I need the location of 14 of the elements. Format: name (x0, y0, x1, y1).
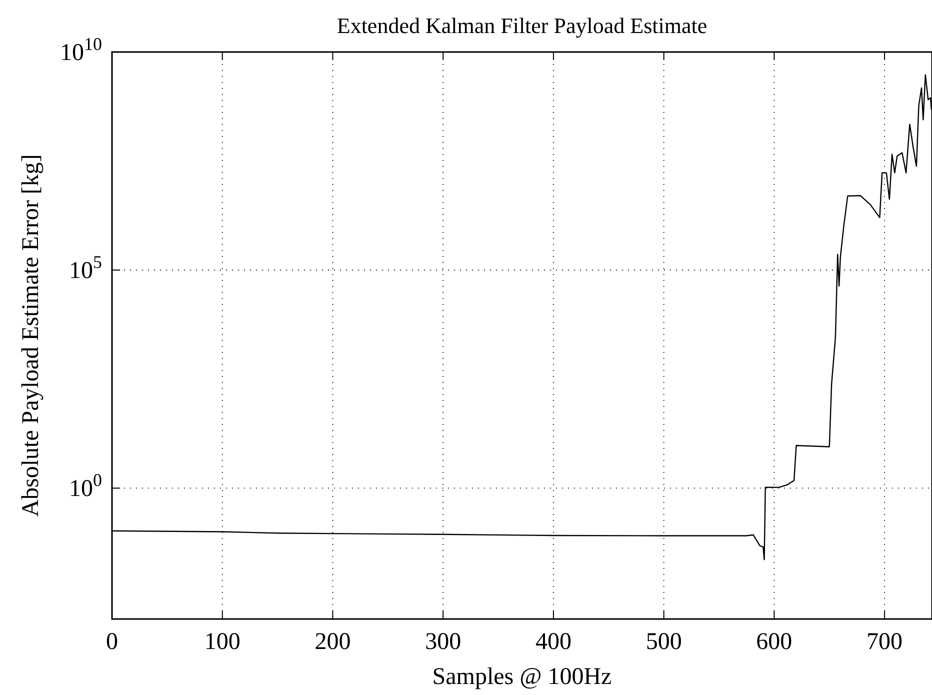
x-tick-label: 100 (204, 629, 240, 655)
y-tick-label: 10$^{10}$ (60, 34, 102, 66)
x-tick-label: 700 (866, 629, 903, 655)
x-tick-label: 300 (425, 629, 462, 655)
y-tick-label: 10$^{0}$ (69, 470, 102, 502)
chart-title: Extended Kalman Filter Payload Estimate (336, 13, 708, 38)
x-tick-label: 0 (106, 629, 118, 655)
x-axis-title: Samples @ 100Hz (432, 664, 612, 690)
x-tick-label: 600 (756, 629, 792, 655)
y-axis-title: Absolute Payload Estimate Error [kg] (18, 154, 44, 517)
x-tick-label: 500 (646, 629, 682, 655)
y-tick-label: 10$^{5}$ (69, 252, 102, 284)
x-tick-label: 200 (314, 629, 351, 655)
x-tick-label: 400 (535, 629, 572, 655)
